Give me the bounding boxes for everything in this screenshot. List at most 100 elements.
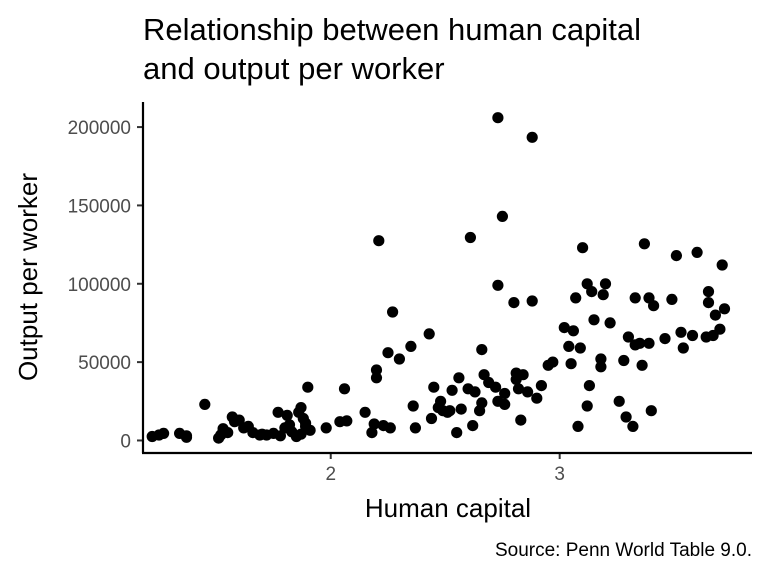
- data-point-107: [588, 314, 600, 326]
- data-point-120: [634, 337, 646, 349]
- data-point-133: [691, 246, 703, 258]
- data-point-53: [409, 422, 421, 434]
- y-tick-label-3: 150000: [68, 196, 131, 217]
- data-point-109: [595, 353, 607, 365]
- y-tick-label-0: 0: [120, 431, 131, 452]
- data-point-67: [464, 231, 476, 244]
- data-point-75: [490, 381, 502, 393]
- data-point-82: [508, 297, 520, 309]
- y-tick-label-2: 100000: [68, 275, 131, 296]
- data-point-77: [492, 279, 504, 291]
- data-point-100: [572, 420, 584, 432]
- data-point-85: [512, 383, 525, 395]
- data-point-102: [577, 242, 589, 254]
- data-point-127: [659, 333, 671, 345]
- data-point-69: [469, 386, 481, 398]
- data-point-58: [435, 395, 447, 407]
- y-axis-title: Output per worker: [13, 173, 43, 381]
- data-point-114: [618, 354, 630, 367]
- data-point-115: [620, 411, 632, 423]
- data-point-63: [451, 427, 463, 439]
- data-point-99: [570, 292, 582, 304]
- data-point-50: [393, 353, 405, 365]
- chart-title-line-2: and output per worker: [143, 51, 445, 86]
- data-point-43: [370, 372, 383, 384]
- axis-ticks: 0 50000 100000 150000 200000 2 3: [68, 118, 565, 485]
- data-point-91: [531, 392, 543, 404]
- data-point-111: [599, 278, 612, 290]
- data-point-55: [425, 412, 438, 425]
- data-point-88: [522, 386, 534, 398]
- data-point-119: [629, 292, 641, 304]
- data-point-62: [446, 384, 458, 396]
- data-point-95: [558, 322, 570, 334]
- data-point-6: [199, 398, 211, 410]
- data-point-128: [666, 293, 678, 305]
- data-point-30: [295, 402, 307, 414]
- x-tick-label-0: 2: [325, 464, 336, 485]
- data-point-135: [702, 286, 715, 298]
- data-point-108: [595, 361, 607, 373]
- data-point-105: [583, 380, 596, 392]
- data-point-113: [613, 395, 625, 407]
- data-point-65: [455, 403, 467, 415]
- data-point-87: [517, 369, 529, 381]
- data-point-52: [407, 400, 419, 412]
- data-point-42: [368, 418, 380, 430]
- data-point-68: [467, 420, 479, 432]
- data-point-116: [622, 331, 635, 343]
- data-point-140: [716, 259, 728, 271]
- data-point-94: [547, 356, 559, 368]
- data-point-136: [702, 297, 715, 309]
- chart-title-line-1: Relationship between human capital: [143, 12, 641, 47]
- data-point-79: [496, 210, 508, 222]
- data-point-39: [341, 415, 353, 427]
- data-point-106: [586, 286, 598, 298]
- data-point-41: [366, 427, 378, 439]
- data-point-49: [387, 306, 399, 318]
- data-point-64: [453, 372, 465, 384]
- data-point-103: [581, 400, 593, 412]
- data-point-110: [597, 289, 609, 301]
- data-point-101: [574, 342, 586, 354]
- data-point-21: [272, 406, 284, 418]
- data-point-141: [718, 303, 731, 315]
- data-point-86: [515, 414, 527, 426]
- data-point-92: [535, 380, 548, 392]
- data-point-132: [686, 329, 699, 342]
- data-point-54: [423, 328, 435, 340]
- data-point-97: [565, 358, 577, 370]
- data-point-90: [526, 131, 538, 143]
- data-point-138: [709, 309, 722, 321]
- data-point-139: [714, 323, 726, 335]
- data-point-47: [382, 347, 394, 359]
- data-point-72: [476, 344, 488, 356]
- data-point-36: [320, 422, 332, 434]
- data-point-24: [281, 409, 293, 421]
- data-points: [146, 112, 731, 444]
- data-point-96: [563, 340, 575, 352]
- data-point-98: [567, 325, 580, 337]
- data-point-117: [627, 420, 639, 432]
- data-point-44: [370, 364, 383, 376]
- x-tick-label-1: 3: [554, 464, 565, 485]
- data-point-10: [222, 427, 234, 439]
- data-point-89: [526, 295, 538, 307]
- data-point-71: [476, 397, 488, 409]
- data-point-130: [675, 326, 687, 338]
- data-point-131: [677, 342, 689, 354]
- y-tick-label-4: 200000: [68, 118, 131, 139]
- data-point-121: [636, 359, 648, 371]
- data-point-40: [359, 406, 371, 418]
- data-point-48: [384, 422, 396, 434]
- data-point-51: [405, 340, 417, 352]
- data-point-122: [638, 238, 651, 250]
- data-point-81: [499, 387, 511, 400]
- data-point-2: [158, 427, 170, 439]
- data-point-125: [645, 405, 657, 417]
- y-tick-label-1: 50000: [78, 353, 131, 374]
- data-point-45: [373, 235, 385, 247]
- chart-caption: Source: Penn World Table 9.0.: [495, 540, 752, 561]
- data-point-126: [648, 300, 660, 312]
